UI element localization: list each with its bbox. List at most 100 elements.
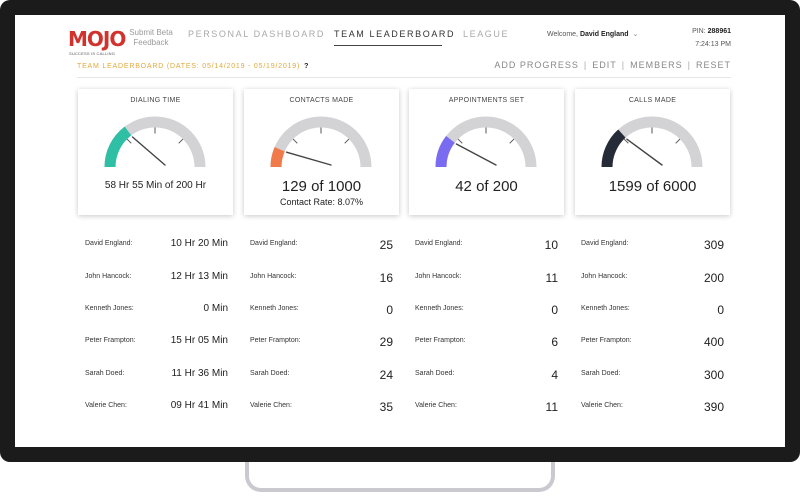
gauge-tick <box>457 138 463 144</box>
action-links: ADD PROGRESS | EDIT | MEMBERS | RESET <box>494 60 731 70</box>
leaderboard-row: Sarah Doed: 24 <box>250 368 393 382</box>
gauge-needle <box>131 136 166 166</box>
member-name: John Hancock: <box>85 273 132 280</box>
member-value: 24 <box>379 368 393 382</box>
leaderboard-row: Kenneth Jones: 0 <box>415 303 558 317</box>
card-value: 1599 of 6000 <box>608 178 697 195</box>
gauge-tick <box>178 138 184 144</box>
member-name: Sarah Doed: <box>581 370 621 377</box>
member-value: 11 <box>545 400 558 414</box>
member-name: John Hancock: <box>250 273 297 280</box>
member-name: John Hancock: <box>581 273 628 280</box>
beta-feedback-link[interactable]: Submit Beta Feedback <box>129 28 173 47</box>
user-name: David England <box>579 31 629 38</box>
member-value: 10 Hr 20 Min <box>170 238 228 249</box>
chevron-down-icon: ⌄ <box>632 31 639 38</box>
pin-value: 288961 <box>707 28 731 35</box>
nav-team-leaderboard[interactable]: TEAM LEADERBOARD <box>334 29 456 39</box>
gauge-needle <box>455 143 497 166</box>
logo-text: MOJO <box>68 27 126 51</box>
leaderboard-row: Sarah Doed: 11 Hr 36 Min <box>85 368 228 382</box>
member-name: Peter Frampton: <box>581 337 632 344</box>
member-name: Peter Frampton: <box>85 337 136 344</box>
member-value: 35 <box>379 400 393 414</box>
separator: | <box>621 60 626 70</box>
edit-link[interactable]: EDIT <box>592 60 617 70</box>
leaderboard-row: Kenneth Jones: 0 <box>581 303 724 317</box>
leaderboard-row: Sarah Doed: 4 <box>415 368 558 382</box>
card-title: CONTACTS MADE <box>289 97 354 104</box>
leaderboard-row: John Hancock: 12 Hr 13 Min <box>85 271 228 285</box>
leaderboard-row: Valerie Chen: 09 Hr 41 Min <box>85 400 228 414</box>
leaderboard-row: Peter Frampton: 29 <box>250 335 393 349</box>
help-icon[interactable]: ? <box>304 63 310 70</box>
member-name: Valerie Chen: <box>581 402 623 409</box>
member-name: David England: <box>415 240 463 247</box>
member-value: 0 <box>386 303 393 317</box>
leaderboard-row: Kenneth Jones: 0 <box>250 303 393 317</box>
member-value: 12 Hr 13 Min <box>170 271 228 282</box>
welcome-prefix: Welcome, <box>547 31 578 38</box>
member-name: Sarah Doed: <box>85 370 125 377</box>
member-value: 390 <box>703 400 724 414</box>
member-value: 10 <box>544 238 558 252</box>
leaderboard-row: Peter Frampton: 400 <box>581 335 724 349</box>
card-appointments-set: APPOINTMENTS SET 42 of 200 <box>409 89 564 215</box>
leaderboard-row: Kenneth Jones: 0 Min <box>85 303 228 317</box>
member-value: 300 <box>703 368 724 382</box>
card-value: 58 Hr 55 Min of 200 Hr <box>104 180 207 191</box>
leaderboard-row: David England: 10 <box>415 238 558 252</box>
gauge-needle <box>626 138 663 166</box>
gauge-track <box>270 116 372 168</box>
member-value: 16 <box>379 271 393 285</box>
card-calls-made: CALLS MADE 1599 of 6000 <box>575 89 730 215</box>
gauge-fill <box>270 147 285 168</box>
gauge-tick <box>292 138 298 144</box>
member-name: David England: <box>250 240 298 247</box>
active-nav-underline <box>334 45 442 46</box>
member-value: 15 Hr 05 Min <box>170 335 228 346</box>
member-value: 4 <box>551 368 558 382</box>
member-value: 200 <box>703 271 724 285</box>
card-contacts-made: CONTACTS MADE 129 of 1000 Contact Rate: … <box>244 89 399 215</box>
gauge-fill <box>104 126 132 168</box>
member-name: John Hancock: <box>415 273 462 280</box>
member-name: Kenneth Jones: <box>85 305 134 312</box>
user-menu[interactable]: Welcome, David England ⌄ <box>547 30 638 38</box>
separator: | <box>687 60 691 70</box>
member-name: Sarah Doed: <box>415 370 455 377</box>
members-link[interactable]: MEMBERS <box>630 60 683 70</box>
mojo-logo[interactable]: MOJO SUCCESS IS CALLING <box>68 27 126 59</box>
member-name: David England: <box>85 240 133 247</box>
member-name: Sarah Doed: <box>250 370 290 377</box>
leaderboard-row: Valerie Chen: 390 <box>581 400 724 414</box>
gauge-tick <box>675 138 681 144</box>
card-title: CALLS MADE <box>628 97 677 104</box>
header-divider <box>77 77 731 78</box>
card-dialing-time: DIALING TIME 58 Hr 55 Min of 200 Hr <box>78 89 233 215</box>
member-name: Kenneth Jones: <box>415 305 464 312</box>
leaderboard-row: Sarah Doed: 300 <box>581 368 724 382</box>
card-value: 129 of 1000 <box>281 178 362 195</box>
contact-rate: Contact Rate: 8.07% <box>279 197 364 207</box>
leaderboard-row: Peter Frampton: 15 Hr 05 Min <box>85 335 228 349</box>
gauge-tick <box>509 138 515 144</box>
gauge-tick <box>126 138 132 144</box>
member-value: 11 Hr 36 Min <box>171 368 228 379</box>
member-name: Peter Frampton: <box>250 337 301 344</box>
member-name: David England: <box>581 240 629 247</box>
leaderboard-row: Peter Frampton: 6 <box>415 335 558 349</box>
reset-link[interactable]: RESET <box>695 60 731 70</box>
leaderboard-row: David England: 10 Hr 20 Min <box>85 238 228 252</box>
separator: | <box>583 60 588 70</box>
nav-personal-dashboard[interactable]: PERSONAL DASHBOARD <box>188 29 325 39</box>
gauge-fill <box>435 136 455 168</box>
nav-league[interactable]: LEAGUE <box>463 29 510 39</box>
leaderboard-dates: TEAM LEADERBOARD (DATES: 05/14/2019 - 05… <box>77 63 301 70</box>
pin-label: PIN: <box>692 28 706 35</box>
add-progress-link[interactable]: ADD PROGRESS <box>494 60 579 70</box>
member-value: 29 <box>379 335 393 349</box>
screen: MOJO SUCCESS IS CALLING Submit Beta Feed… <box>15 15 785 447</box>
monitor-frame: MOJO SUCCESS IS CALLING Submit Beta Feed… <box>0 0 800 462</box>
clock-time: 7:24:13 PM <box>695 41 731 48</box>
